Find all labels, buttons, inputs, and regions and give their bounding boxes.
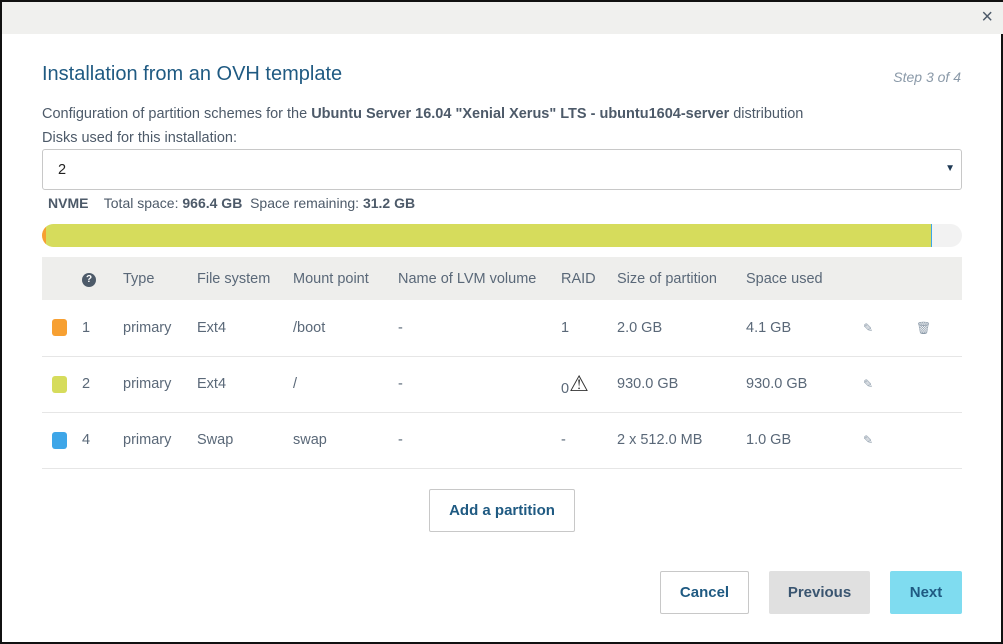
disks-select[interactable]: 2 ▼ [42,149,962,190]
table-header: ? Type File system Mount point Name of L… [42,257,962,300]
color-swatch [52,375,67,393]
col-raid: RAID [561,270,596,287]
col-type: Type [123,270,155,287]
order-col: ? [82,257,123,300]
col-delete [916,257,962,300]
chevron-down-icon: ▼ [945,163,955,174]
partition-size: 930.0 GB [617,376,679,392]
color-cell [42,412,82,468]
description-prefix: Configuration of partition schemes for t… [42,106,312,122]
raid-cell: - [561,412,617,468]
help-icon[interactable]: ? [82,273,96,287]
dialog-title: Installation from an OVH template [42,63,343,85]
space-remaining: 31.2 GB [362,195,416,211]
edit-cell: ✎ [863,356,916,412]
warning-icon: ⚠ [569,371,589,396]
table-row: 1 primary Ext4 /boot - 1 2.0 GB 4.1 GB ✎… [42,300,962,356]
type: primary [123,376,172,392]
pencil-icon[interactable]: ✎ [863,320,874,335]
disks-value: 2 [58,162,67,178]
col-size: Size of partition [617,270,717,287]
usage-segment [42,224,46,247]
trash-icon[interactable]: 🗑 [916,320,932,335]
close-icon[interactable]: × [981,6,993,28]
space-used: 1.0 GB [746,432,792,448]
partition-size: 2.0 GB [617,319,663,336]
order: 1 [82,319,91,336]
delete-cell: 🗑 [916,300,962,356]
delete-cell [916,356,962,412]
space-usage-bar [42,224,962,247]
delete-cell [916,412,962,468]
description-suffix: distribution [729,106,804,122]
mount-point: /boot [293,319,326,336]
col-lvm: Name of LVM volume [398,270,537,287]
next-button[interactable]: Next [890,571,962,614]
edit-cell: ✎ [863,412,916,468]
color-cell [42,356,82,412]
table-row: 4 primary Swap swap - - 2 x 512.0 MB 1.0… [42,412,962,468]
space-used: 930.0 GB [746,376,808,392]
color-swatch [52,319,67,337]
pencil-icon[interactable]: ✎ [863,377,874,391]
order: 2 [82,376,91,392]
color-swatch [52,431,67,449]
pencil-icon[interactable]: ✎ [863,433,874,447]
table-row: 2 primary Ext4 / - 0⚠ 930.0 GB 930.0 GB … [42,356,962,412]
distribution-name: Ubuntu Server 16.04 "Xenial Xerus" LTS -… [311,106,730,122]
remaining-label: Space remaining: [250,195,360,211]
lvm-name: - [398,319,403,336]
usage-segment [45,224,931,247]
type: primary [123,432,172,448]
color-col [42,257,82,300]
total-space: 966.4 GB [182,195,243,211]
storage-info: NVME Total space: 966.4 GB Space remaini… [48,195,415,211]
file-system: Ext4 [197,319,227,336]
raid: 1 [561,319,570,336]
partition-table: ? Type File system Mount point Name of L… [42,257,962,469]
previous-button[interactable]: Previous [769,571,870,614]
raid-cell: 1 [561,300,617,356]
add-partition-button[interactable]: Add a partition [429,489,575,532]
col-edit [863,257,916,300]
raid: - [561,432,566,448]
mount-point: / [293,376,298,392]
dialog-header-bar: × [2,2,1003,34]
type: primary [123,319,172,336]
file-system: Swap [197,432,234,448]
raid-cell: 0⚠ [561,356,617,412]
usage-segment [930,224,933,247]
description: Configuration of partition schemes for t… [42,106,803,122]
disk-type: NVME [48,195,89,211]
color-cell [42,300,82,356]
lvm-name: - [398,376,403,392]
col-space-used: Space used [746,270,823,287]
edit-cell: ✎ [863,300,916,356]
mount-point: swap [293,432,327,448]
total-label: Total space: [103,195,179,211]
cancel-button[interactable]: Cancel [660,571,749,614]
space-used: 4.1 GB [746,319,792,336]
col-file-system: File system [197,270,271,287]
disks-label: Disks used for this installation: [42,130,238,146]
lvm-name: - [398,432,403,448]
partition-size: 2 x 512.0 MB [617,432,703,448]
raid: 0 [561,381,570,397]
step-indicator: Step 3 of 4 [893,69,961,85]
col-mount-point: Mount point [293,270,369,287]
file-system: Ext4 [197,376,227,392]
order: 4 [82,432,91,448]
